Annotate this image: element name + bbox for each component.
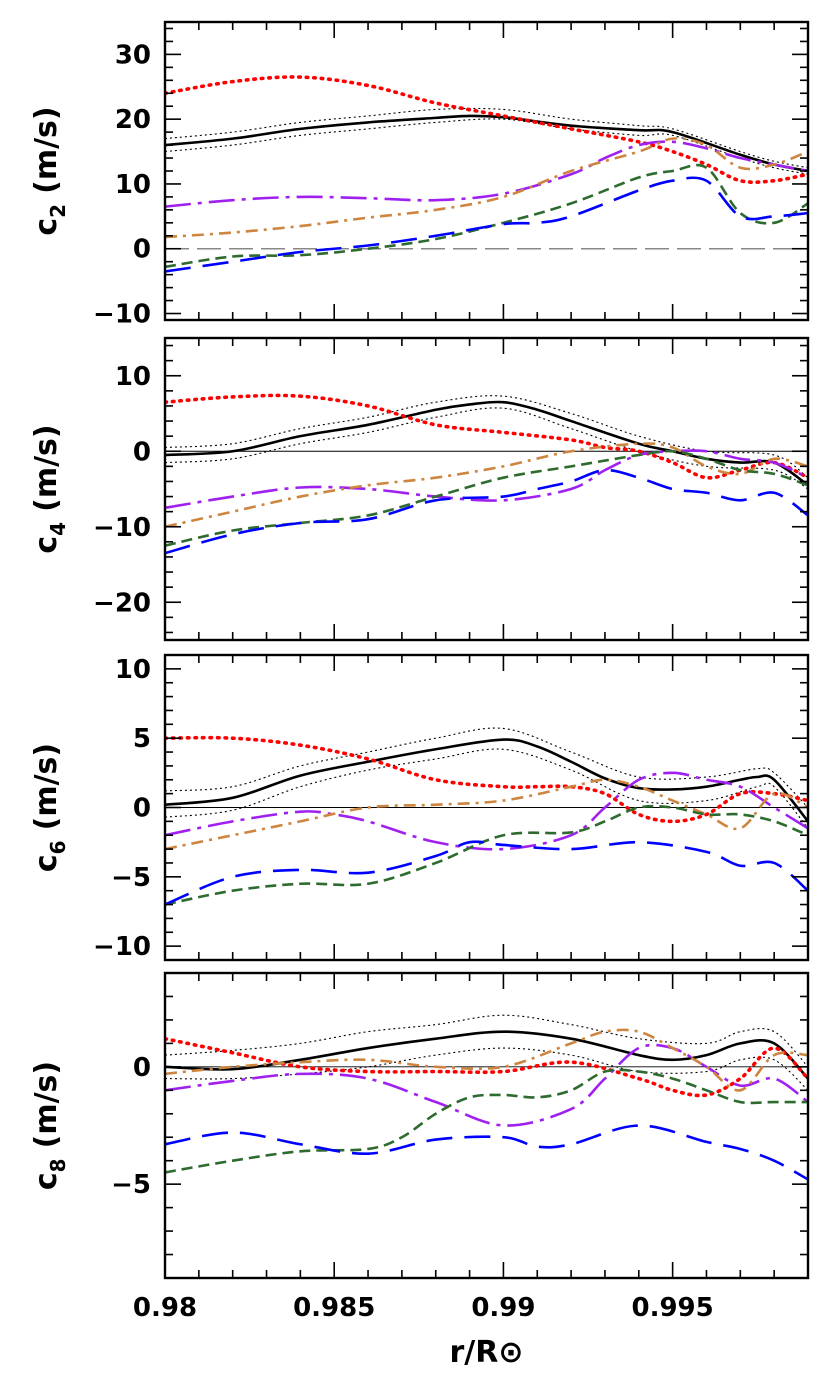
- y-tick-label: −10: [93, 300, 151, 330]
- y-label-subscript: 8: [46, 1158, 70, 1172]
- y-label-unit: (m/s): [29, 106, 64, 194]
- x-tick-label: 0.98: [133, 1293, 197, 1323]
- y-tick-label: 30: [115, 40, 151, 70]
- y-tick-label: 0: [133, 1053, 151, 1083]
- y-label-main: c: [29, 1172, 64, 1190]
- x-tick-label: 0.985: [293, 1293, 375, 1323]
- series-line-black-dotted-lower: [165, 407, 808, 490]
- y-tick-label: 10: [115, 362, 151, 392]
- y-label-subscript: 6: [46, 840, 70, 854]
- panel-c2: −10 0 10 20 30 c2 (m/s): [29, 20, 810, 330]
- plot-frame: [163, 336, 810, 642]
- series-line-black-solid: [165, 400, 808, 487]
- series-group: [165, 393, 808, 555]
- series-line-black-dotted-upper: [165, 107, 808, 169]
- series-line-blue-longdash: [165, 468, 808, 555]
- series-group: [165, 75, 808, 273]
- series-line-black-dotted-upper: [165, 1014, 808, 1068]
- series-line-orange-dashdot: [165, 1028, 808, 1092]
- y-axis-label: c2 (m/s): [29, 106, 70, 235]
- x-tick-label: 0.995: [632, 1293, 714, 1323]
- series-line-blue-longdash: [165, 1124, 808, 1181]
- y-label-main: c: [29, 536, 64, 554]
- series-line-purple-dashdot: [165, 1043, 808, 1127]
- series-line-blue-longdash: [165, 176, 808, 273]
- x-axis-label: r/R⊙: [450, 1335, 524, 1370]
- y-tick-label: 0: [133, 437, 151, 467]
- y-tick-label: −20: [93, 588, 151, 618]
- series-line-red-dotted: [165, 1036, 808, 1098]
- plot-frame: [163, 20, 810, 322]
- series-line-purple-dashdot: [165, 449, 808, 510]
- series-line-green-dashed: [165, 163, 808, 269]
- series-line-black-solid: [165, 1030, 808, 1080]
- series-line-orange-dashdot: [165, 137, 808, 239]
- series-line-black-dotted-lower: [165, 1047, 808, 1091]
- series-line-red-dotted: [165, 393, 808, 480]
- y-axis-label: c6 (m/s): [29, 743, 70, 872]
- series-group: [165, 1014, 808, 1181]
- series-line-red-dotted: [165, 735, 808, 824]
- y-tick-label: 20: [115, 105, 151, 135]
- series-line-black-solid: [165, 114, 808, 173]
- series-line-purple-dashdot: [165, 140, 808, 208]
- series-line-orange-dashdot: [165, 442, 808, 529]
- series-line-black-dotted-upper: [165, 395, 808, 479]
- y-label-subscript: 4: [46, 522, 70, 536]
- y-label-unit: (m/s): [29, 743, 64, 831]
- series-line-green-dashed: [165, 804, 808, 906]
- y-tick-label: 0: [133, 235, 151, 265]
- y-label-unit: (m/s): [29, 424, 64, 512]
- y-tick-label: −5: [111, 1170, 151, 1200]
- y-axis-label: c4 (m/s): [29, 424, 70, 553]
- panel-c6: −10 −5 0 5 10 c6 (m/s): [29, 653, 810, 962]
- y-axis-label: c8 (m/s): [29, 1061, 70, 1190]
- y-tick-label: 0: [133, 794, 151, 824]
- series-line-blue-longdash: [165, 840, 808, 906]
- y-tick-label: 10: [115, 655, 151, 685]
- y-tick-label: −5: [111, 863, 151, 893]
- x-tick-label: 0.99: [471, 1293, 535, 1323]
- panels: −100102030c2(m/s)−20−10010c4(m/s)−10−505…: [29, 20, 810, 1370]
- y-tick-label: 10: [115, 170, 151, 200]
- y-label-subscript: 2: [46, 204, 70, 218]
- y-tick-label: −10: [93, 932, 151, 962]
- y-tick-label: −10: [93, 513, 151, 543]
- y-label-main: c: [29, 218, 64, 236]
- panel-c4: −20 −10 0 10 c4 (m/s): [29, 336, 810, 642]
- y-tick-label: 5: [133, 724, 151, 754]
- plot-frame: [163, 971, 810, 1280]
- y-label-unit: (m/s): [29, 1061, 64, 1149]
- y-label-main: c: [29, 854, 64, 872]
- series-line-black-dotted-lower: [165, 118, 808, 175]
- panel-c8: −5 0 0.98 0.985 0.99 0.995 r/R⊙ c8 (m/s): [29, 971, 810, 1370]
- series-line-purple-dashdot: [165, 771, 808, 851]
- series-line-orange-dashdot: [165, 778, 808, 851]
- series-group: [165, 727, 808, 906]
- series-line-black-solid: [165, 738, 808, 823]
- series-line-red-dotted: [165, 75, 808, 184]
